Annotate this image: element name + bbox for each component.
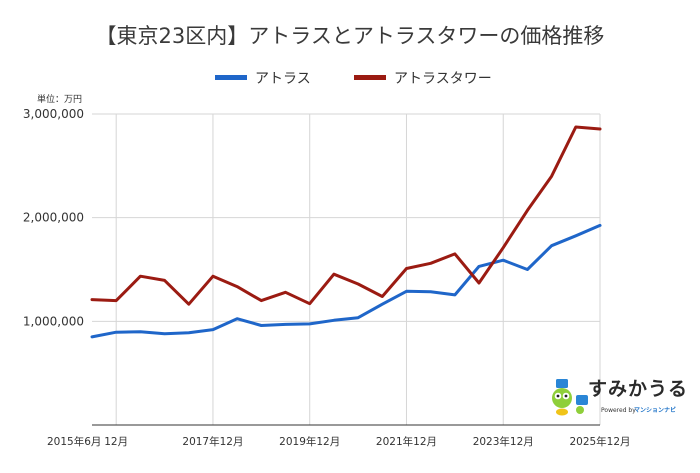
legend-label-1: アトラスタワー — [394, 71, 492, 87]
brand-logo: すみかうる Powered by マンションナビ — [552, 378, 688, 416]
x-tick-label: 2021年12月 — [376, 435, 437, 448]
y-tick-label: 2,000,000 — [23, 211, 84, 225]
legend-swatch-1 — [354, 75, 386, 80]
brand-powered-by: Powered by — [601, 407, 636, 414]
x-tick-label: 12月 — [104, 436, 128, 448]
y-tick-label: 1,000,000 — [23, 314, 84, 328]
brand-name: すみかうる — [588, 378, 688, 400]
series-line-0 — [90, 223, 602, 339]
x-tick-label: 2023年12月 — [473, 435, 534, 448]
chart-title: 【東京23区内】アトラスとアトラスタワーの価格推移 — [96, 24, 605, 48]
brand-partner: マンションナビ — [634, 406, 676, 414]
y-axis: 1,000,000 2,000,000 3,000,000 — [23, 107, 84, 328]
x-tick-label: 2017年12月 — [182, 435, 243, 448]
x-tick-label: 2025年12月 — [569, 435, 630, 448]
legend-swatch-0 — [215, 75, 247, 80]
series-line-1 — [90, 125, 602, 306]
mascot-icon — [552, 379, 588, 416]
unit-label: 単位：万円 — [37, 93, 82, 105]
legend: アトラス アトラスタワー — [215, 71, 492, 87]
y-tick-label: 3,000,000 — [23, 107, 84, 121]
x-tick-label: 2019年12月 — [279, 435, 340, 448]
x-axis: 2015年6月 12月 2017年12月 2019年12月 2021年12月 2023年1… — [47, 424, 631, 448]
x-tick-label: 2015年6月 — [47, 435, 101, 448]
gridlines — [92, 113, 601, 425]
legend-label-0: アトラス — [255, 71, 311, 87]
series-lines — [90, 125, 602, 339]
